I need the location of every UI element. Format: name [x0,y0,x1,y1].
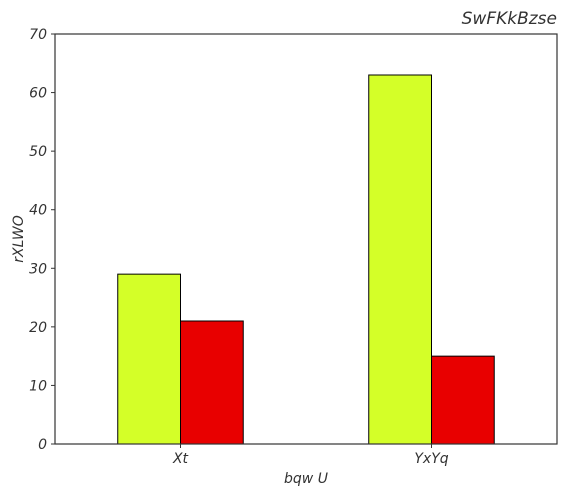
bar-series-2-YxYq [431,355,495,445]
y-axis-label: rXLWO [11,215,27,262]
y-axis-ticks: 0 10 20 30 40 50 60 70 [29,27,55,453]
y-tick-label: 60 [29,86,47,102]
y-tick-label: 50 [29,144,47,160]
bar-series-2-Xt [180,320,244,445]
x-axis-ticks: Xt YxYq [172,444,449,467]
x-tick-label: Xt [172,451,189,467]
chart-title: SwFKkBzse [462,9,557,29]
plot-area [117,74,495,445]
plot-frame [54,33,558,445]
bar-series-1-Xt [117,273,181,445]
y-tick-label: 70 [29,27,47,43]
bar-series-1-YxYq [368,74,432,445]
y-tick-label: 40 [29,203,47,219]
y-tick-label: 30 [29,261,47,277]
y-tick-label: 10 [29,378,47,394]
x-tick-label: YxYq [414,451,448,467]
y-tick-label: 20 [29,320,47,336]
y-tick-label: 0 [38,437,47,453]
x-axis-label: bqw U [284,471,328,487]
